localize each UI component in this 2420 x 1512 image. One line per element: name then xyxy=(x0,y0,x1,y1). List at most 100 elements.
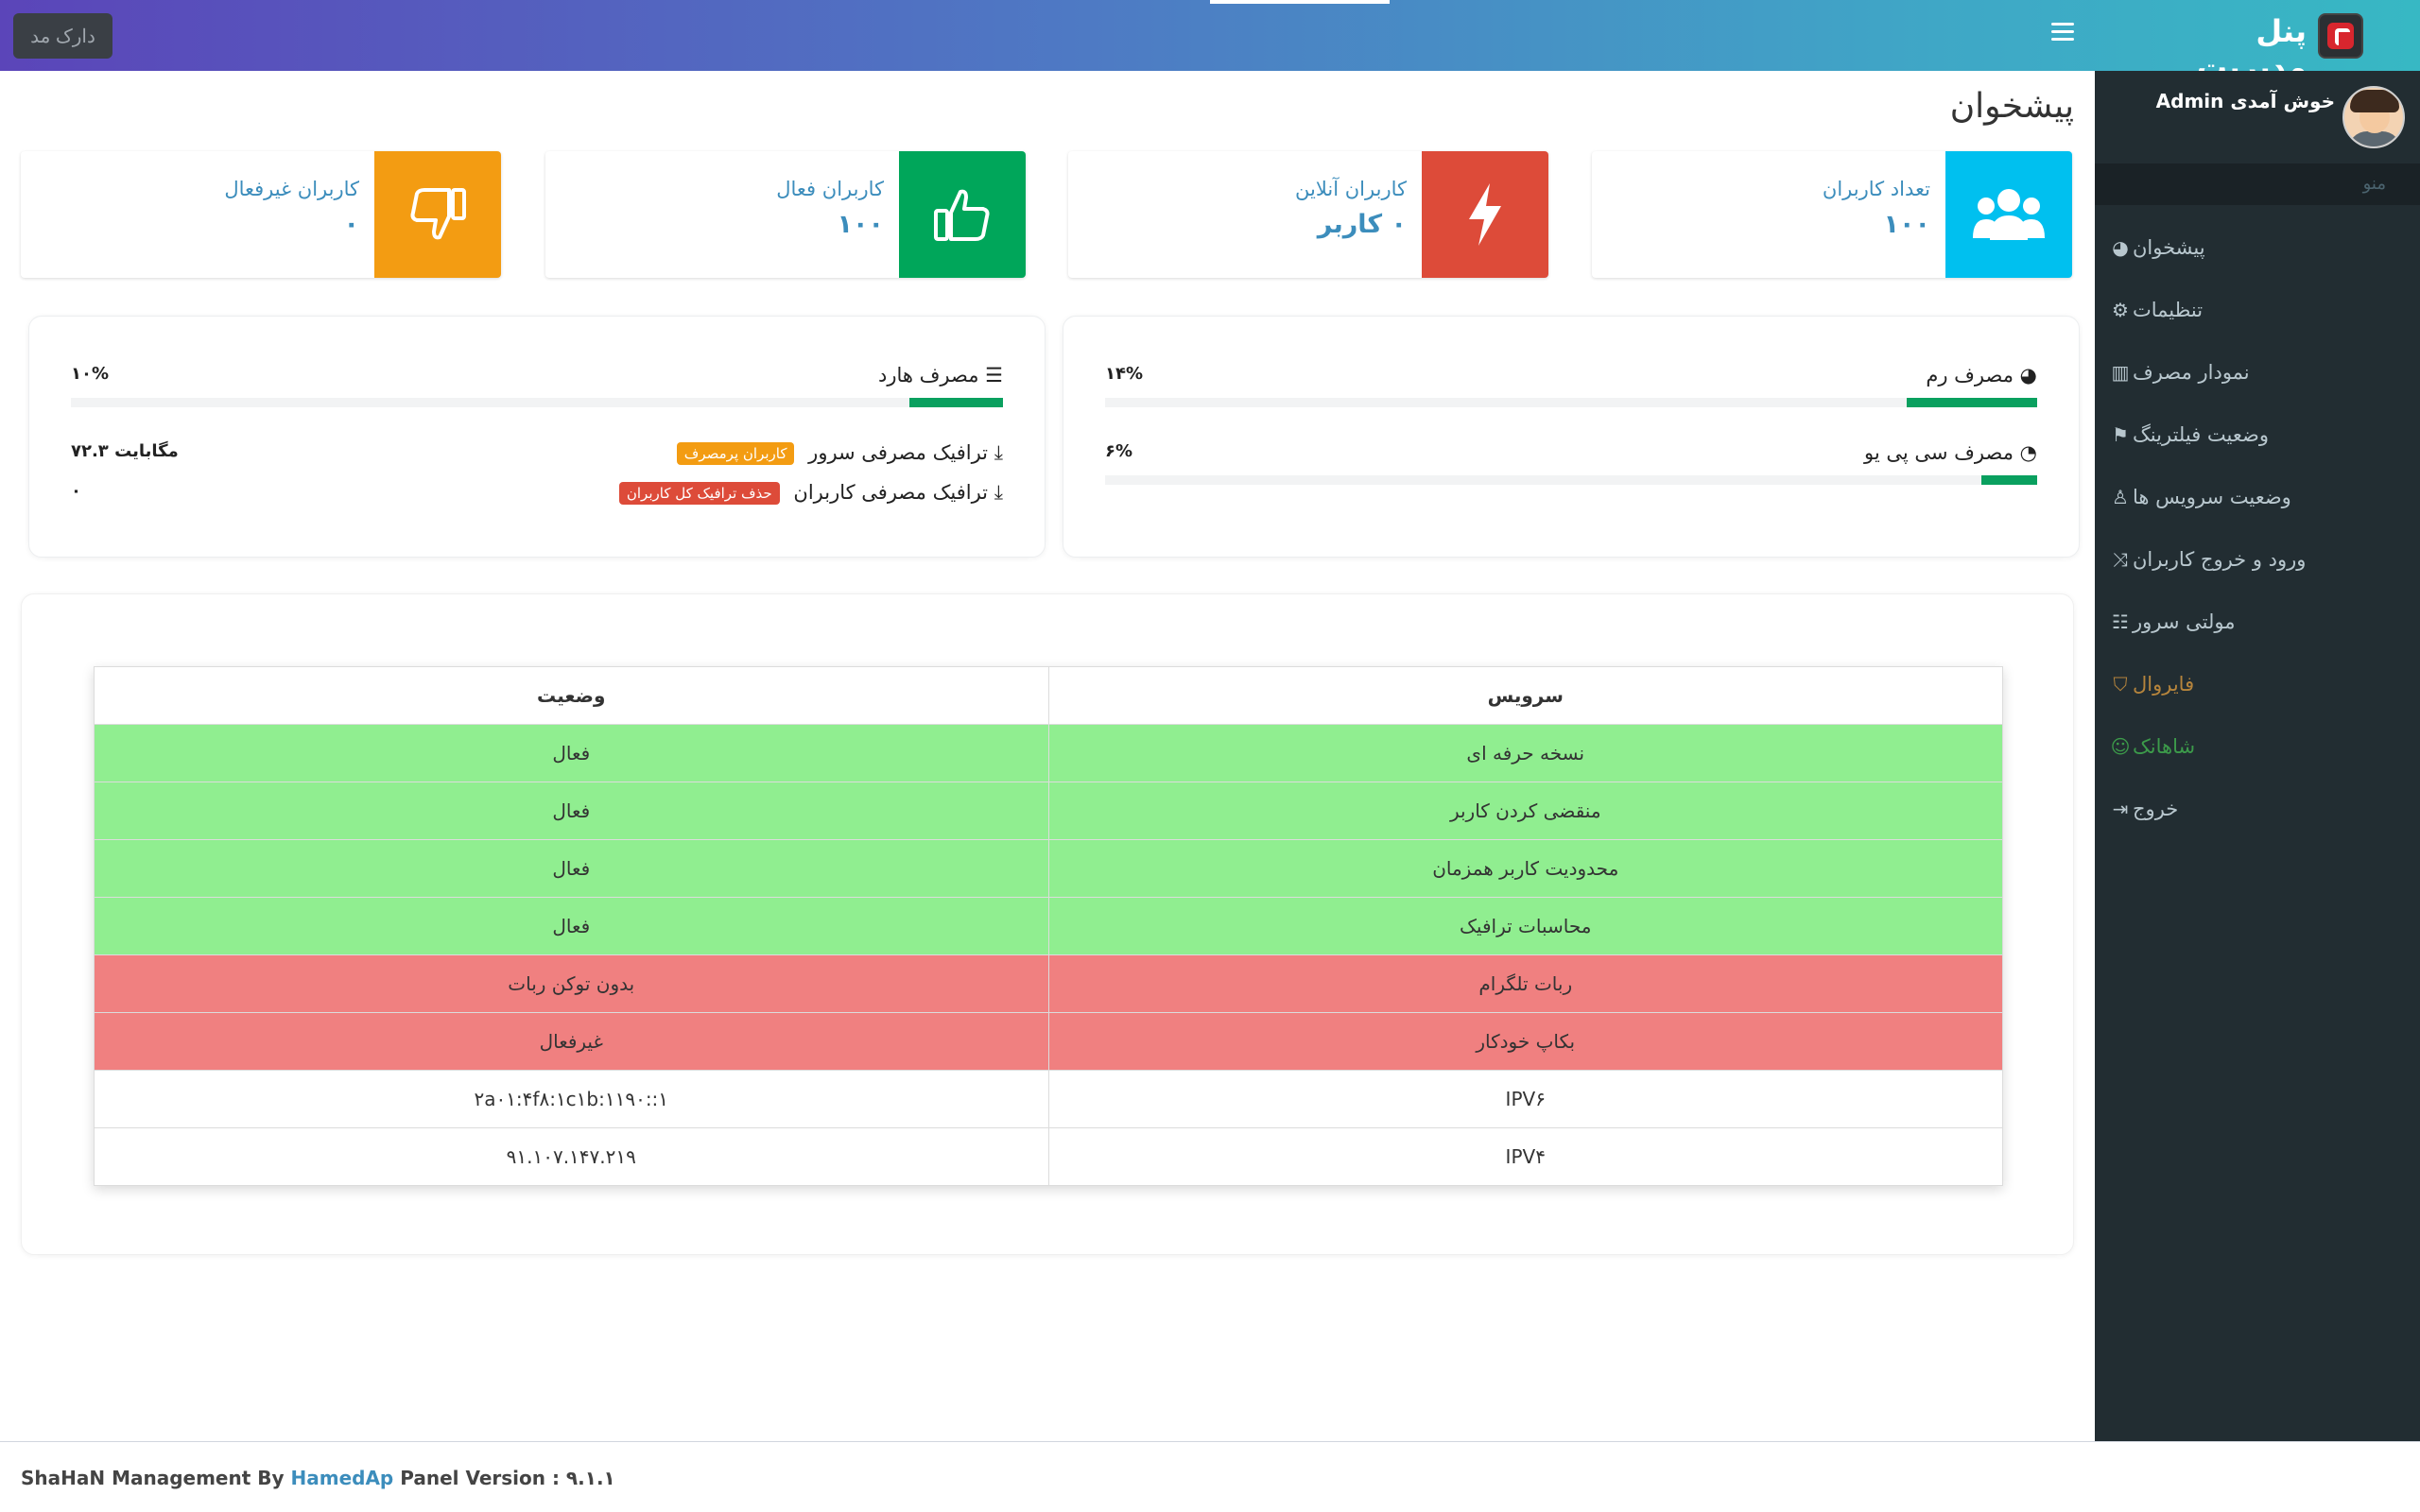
author-link[interactable]: HamedAp xyxy=(290,1467,394,1489)
users-traffic-value: ۰ xyxy=(71,481,81,501)
table-row: فعال منقضی کردن کاربر xyxy=(94,782,2003,840)
status-column-header: وضعیت xyxy=(94,666,1049,725)
shield-icon: ⛉ xyxy=(2113,673,2128,696)
heavy-users-button[interactable]: کاربران پرمصرف xyxy=(676,442,795,465)
sidebar-item-label: خروج xyxy=(2133,798,2179,820)
info-box-label: کاربران آنلاین xyxy=(1295,178,1407,200)
menu-header: منو xyxy=(2095,163,2420,205)
sidebar-item-5[interactable]: ⤨ ورود و خروج کاربران xyxy=(2095,531,2420,588)
sidebar-item-7[interactable]: ⛉ فایروال xyxy=(2095,656,2420,713)
disk-progress-bar xyxy=(71,398,1003,407)
table-row: ۲a۰۱:۴f۸:۱c۱b:۱۱۹۰::۱ IPV۶ xyxy=(94,1070,2003,1128)
flag-icon: ⚑ xyxy=(2112,423,2129,446)
top-navbar: دارک مد پنل مدیریت xyxy=(0,0,2420,85)
dashboard-icon: ◕ xyxy=(2019,364,2037,387)
info-box-value: ۱۰۰ xyxy=(837,210,884,239)
services-table-body: فعال نسخه حرفه ای فعال منقضی کردن کاربر فعال… xyxy=(94,724,2003,1186)
pie-chart-icon: ◔ xyxy=(2019,441,2037,464)
service-cell: محاسبات ترافیک xyxy=(1047,897,2003,955)
footer-prefix: ShaHaN Management By xyxy=(21,1467,291,1489)
sidebar-item-1[interactable]: ⚙ تنظیمات xyxy=(2095,282,2420,338)
welcome-text: خوش آمدی Admin xyxy=(2155,90,2335,112)
status-cell: ۲a۰۱:۴f۸:۱c۱b:۱۱۹۰::۱ xyxy=(94,1070,1049,1128)
thumbs-down-icon xyxy=(374,151,501,278)
sidebar-toggle-icon[interactable] xyxy=(2051,23,2074,45)
reset-users-traffic-button[interactable]: حذف ترافیک کل کاربران xyxy=(618,482,780,505)
dark-mode-button[interactable]: دارک مد xyxy=(13,13,112,59)
sidebar-item-3[interactable]: ⚑ وضعیت فیلترینگ xyxy=(2095,406,2420,463)
sign-out-icon: ⇥ xyxy=(2112,798,2129,820)
brand-title[interactable]: پنل مدیریت xyxy=(2196,13,2307,85)
download-icon: ⤓ xyxy=(994,481,1003,504)
ram-usage-row: ◕ مصرف رم xyxy=(1926,364,2037,387)
info-box-value: ۱۰۰ xyxy=(1883,210,1930,239)
cpu-usage-label: مصرف سی پی یو xyxy=(1864,441,2014,464)
sidebar-item-label: مولتی سرور xyxy=(2133,610,2236,633)
info-box-label: کاربران غیرفعال xyxy=(224,178,359,200)
sidebar-item-4[interactable]: ♙ وضعیت سرویس ها xyxy=(2095,469,2420,525)
users-icon xyxy=(1945,151,2072,278)
sidebar-item-9[interactable]: ⇥ خروج xyxy=(2095,781,2420,837)
info-box-value: ۰ xyxy=(343,210,359,239)
status-cell: فعال xyxy=(94,897,1049,955)
table-row: ۹۱.۱۰۷.۱۴۷.۲۱۹ IPV۴ xyxy=(94,1127,2003,1186)
footer: ShaHaN Management By HamedAp Panel Versi… xyxy=(0,1441,2420,1512)
status-cell: فعال xyxy=(94,839,1049,898)
resource-usage-panel: ◕ مصرف رم ۱۴% ◔ مصرف سی پی یو ۶% xyxy=(1063,316,2080,558)
info-box-inactive-users: کاربران غیرفعال ۰ xyxy=(21,151,501,278)
avatar xyxy=(2342,86,2405,148)
sidebar-item-6[interactable]: ☷ مولتی سرور xyxy=(2095,593,2420,650)
services-table: وضعیت سرویس فعال نسخه حرفه ای فعال منقضی کر… xyxy=(94,666,2003,1186)
disk-usage-label: مصرف هارد xyxy=(878,364,979,387)
table-row: فعال نسخه حرفه ای xyxy=(94,724,2003,782)
info-box-label: تعداد کاربران xyxy=(1822,178,1930,200)
sidebar-item-label: فایروال xyxy=(2133,673,2195,696)
service-cell: ربات تلگرام xyxy=(1047,954,2003,1013)
disk-usage-value: ۱۰% xyxy=(71,364,110,384)
table-row: بدون توکن ربات ربات تلگرام xyxy=(94,954,2003,1013)
service-column-header: سرویس xyxy=(1047,666,2003,725)
status-cell: ۹۱.۱۰۷.۱۴۷.۲۱۹ xyxy=(94,1127,1049,1186)
disk-progress-fill xyxy=(909,398,1003,407)
table-header-row: وضعیت سرویس xyxy=(94,666,2003,725)
dashboard-icon: ◕ xyxy=(2112,236,2129,259)
status-cell: غیرفعال xyxy=(94,1012,1049,1071)
download-icon: ⤓ xyxy=(994,441,1003,464)
cpu-progress-bar xyxy=(1105,475,2037,485)
service-cell: منقضی کردن کاربر xyxy=(1047,782,2003,840)
status-cell: فعال xyxy=(94,724,1049,782)
bar-chart-icon: ▥ xyxy=(2111,361,2130,384)
table-row: فعال محدودیت کاربر همزمان xyxy=(94,839,2003,898)
bolt-icon xyxy=(1422,151,1548,278)
disk-usage-row: ☰ مصرف هارد xyxy=(878,364,1003,387)
status-cell: فعال xyxy=(94,782,1049,840)
sidebar-item-label: وضعیت فیلترینگ xyxy=(2133,423,2269,446)
ram-progress-fill xyxy=(1906,398,2037,407)
sidebar-item-8[interactable]: ☺ شاهانک xyxy=(2095,718,2420,775)
page-title: پیشخوان xyxy=(1949,87,2074,126)
footer-text: ShaHaN Management By HamedAp Panel Versi… xyxy=(21,1467,615,1489)
sidebar-item-label: تنظیمات xyxy=(2133,299,2204,321)
info-box-value: ۰ کاربر xyxy=(1317,210,1407,239)
sidebar-item-label: وضعیت سرویس ها xyxy=(2133,486,2291,508)
linux-icon: ♙ xyxy=(2112,486,2129,508)
ram-usage-label: مصرف رم xyxy=(1926,364,2014,387)
sidebar-item-2[interactable]: ▥ نمودار مصرف xyxy=(2095,344,2420,401)
users-traffic-row: ⤓ ترافیک مصرفی کاربران حذف ترافیک کل کار… xyxy=(618,481,1003,505)
sidebar-item-label: نمودار مصرف xyxy=(2133,361,2250,384)
service-cell: IPV۶ xyxy=(1047,1070,2003,1128)
info-box-label: کاربران فعال xyxy=(776,178,884,200)
cpu-usage-value: ۶% xyxy=(1105,441,1133,461)
users-traffic-label: ترافیک مصرفی کاربران xyxy=(793,481,989,504)
server-traffic-value: ۷۲.۳ مگابایت xyxy=(71,441,179,461)
sidebar-item-0[interactable]: ◕ پیشخوان xyxy=(2095,219,2420,276)
gear-icon: ⚙ xyxy=(2112,299,2129,321)
sidebar: خوش آمدی Admin منو ◕ پیشخوان ⚙ تنظیمات ▥ نمود… xyxy=(2095,71,2420,1441)
info-box-active-users: کاربران فعال ۱۰۰ xyxy=(545,151,1026,278)
database-icon: ☰ xyxy=(985,364,1003,387)
services-card: وضعیت سرویس فعال نسخه حرفه ای فعال منقضی کر… xyxy=(21,593,2074,1255)
server-traffic-label: ترافیک مصرفی سرور xyxy=(808,441,989,464)
service-cell: بکاپ خودکار xyxy=(1047,1012,2003,1071)
table-row: فعال محاسبات ترافیک xyxy=(94,897,2003,955)
info-box-online-users: کاربران آنلاین ۰ کاربر xyxy=(1068,151,1548,278)
